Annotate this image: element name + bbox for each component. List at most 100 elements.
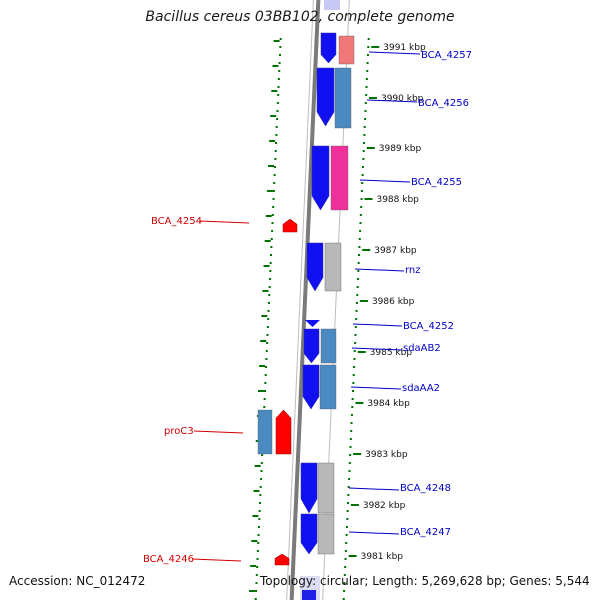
gene-arrow-bca-4247	[300, 513, 318, 555]
track-dot-inner	[279, 38, 282, 40]
track-dot-inner	[274, 150, 277, 152]
right-label-leader	[368, 51, 421, 55]
gene-arrow-bca-4248	[300, 462, 318, 514]
track-dot-inner	[258, 510, 261, 512]
track-dot-outer	[343, 582, 346, 584]
track-dash-inner	[270, 115, 277, 117]
track-dot-inner	[257, 534, 260, 536]
right-label-leader	[348, 487, 400, 491]
kbp-tick-mark	[359, 300, 368, 302]
track-dot-outer	[355, 310, 358, 312]
track-dot-outer	[356, 286, 359, 288]
track-dot-inner	[265, 358, 268, 360]
track-dot-inner	[271, 222, 274, 224]
track-dot-outer	[349, 454, 352, 456]
track-dot-outer	[345, 526, 348, 528]
track-dot-inner	[270, 254, 273, 256]
right-gene-label: sdaAB2	[403, 343, 441, 354]
track-dot-outer	[365, 78, 368, 80]
left-label-leader	[193, 430, 244, 434]
track-dash-inner	[249, 590, 256, 592]
track-dot-inner	[272, 198, 275, 200]
track-dot-inner	[274, 158, 277, 160]
track-dot-outer	[354, 326, 357, 328]
track-dot-inner	[276, 110, 279, 112]
track-dot-outer	[347, 486, 350, 488]
track-dot-inner	[266, 326, 269, 328]
track-dot-outer	[357, 270, 360, 272]
track-dash-inner	[272, 65, 279, 67]
right-label-leader	[350, 386, 402, 390]
kbp-tick-mark	[355, 402, 364, 404]
track-dot-inner	[275, 142, 278, 144]
right-gene-label: BCA_4252	[403, 321, 454, 332]
gene-arrow-bca-4257	[320, 32, 337, 64]
track-dot-outer	[362, 150, 365, 152]
track-dash-inner	[250, 565, 257, 567]
track-dot-inner	[265, 350, 268, 352]
track-dot-outer	[351, 390, 354, 392]
left-label-leader	[199, 220, 250, 224]
right-label-leader	[348, 531, 400, 535]
track-dash-inner	[257, 390, 264, 392]
track-dot-inner	[255, 582, 258, 584]
track-dot-outer	[349, 446, 352, 448]
gene-arrow-bca-4246	[274, 553, 290, 566]
track-dot-outer	[351, 406, 354, 408]
right-label-leader	[359, 179, 411, 183]
topology-text: Topology: circular; Length: 5,269,628 bp…	[260, 574, 590, 588]
track-dot-inner	[273, 166, 276, 168]
left-gene-label: BCA_4254	[151, 216, 202, 227]
track-dot-outer	[343, 574, 346, 576]
track-dot-outer	[342, 598, 345, 600]
track-dash-inner	[271, 90, 278, 92]
feature-bar-bca-4247	[317, 513, 335, 555]
track-dot-outer	[347, 502, 350, 504]
gene-arrow-bca-4255	[311, 145, 330, 211]
track-dot-outer	[346, 510, 349, 512]
feature-track	[257, 32, 355, 566]
track-dash-inner	[266, 190, 273, 192]
track-dot-inner	[259, 502, 262, 504]
track-dot-outer	[347, 494, 350, 496]
track-dot-outer	[360, 206, 363, 208]
track-dash-inner	[269, 140, 276, 142]
track-dot-outer	[355, 302, 358, 304]
track-dot-outer	[365, 94, 368, 96]
track-dash-inner	[253, 490, 260, 492]
kbp-tick-mark	[362, 249, 371, 251]
track-dot-inner	[273, 174, 276, 176]
track-dot-outer	[360, 198, 363, 200]
track-dot-inner	[260, 478, 263, 480]
left-gene-label: BCA_4246	[143, 554, 194, 565]
track-dot-outer	[353, 366, 356, 368]
track-dot-inner	[271, 214, 274, 216]
kbp-tick-label: 3988 kbp	[376, 195, 419, 205]
kbp-tick-label: 3990 kbp	[381, 94, 424, 104]
track-dot-outer	[358, 254, 361, 256]
kbp-tick-mark	[348, 555, 357, 557]
track-dot-inner	[276, 118, 279, 120]
track-dot-inner	[273, 182, 276, 184]
kbp-tick-mark	[368, 97, 377, 99]
track-dot-outer	[350, 422, 353, 424]
track-dot-outer	[367, 38, 370, 40]
track-dot-outer	[364, 110, 367, 112]
track-dash-inner	[262, 290, 269, 292]
right-gene-label: BCA_4256	[418, 98, 469, 109]
track-dot-inner	[268, 294, 271, 296]
track-dot-inner	[255, 574, 258, 576]
kbp-tick-label: 3983 kbp	[365, 450, 408, 460]
track-dot-outer	[365, 86, 368, 88]
kbp-tick-label: 3985 kbp	[370, 348, 413, 358]
track-dot-outer	[358, 246, 361, 248]
track-dot-outer	[348, 462, 351, 464]
track-dot-inner	[275, 126, 278, 128]
track-dot-inner	[278, 54, 281, 56]
track-dot-inner	[277, 78, 280, 80]
track-dot-outer	[356, 294, 359, 296]
track-dot-outer	[355, 318, 358, 320]
track-dot-outer	[344, 558, 347, 560]
right-label-leader	[354, 268, 405, 272]
track-dot-outer	[361, 182, 364, 184]
